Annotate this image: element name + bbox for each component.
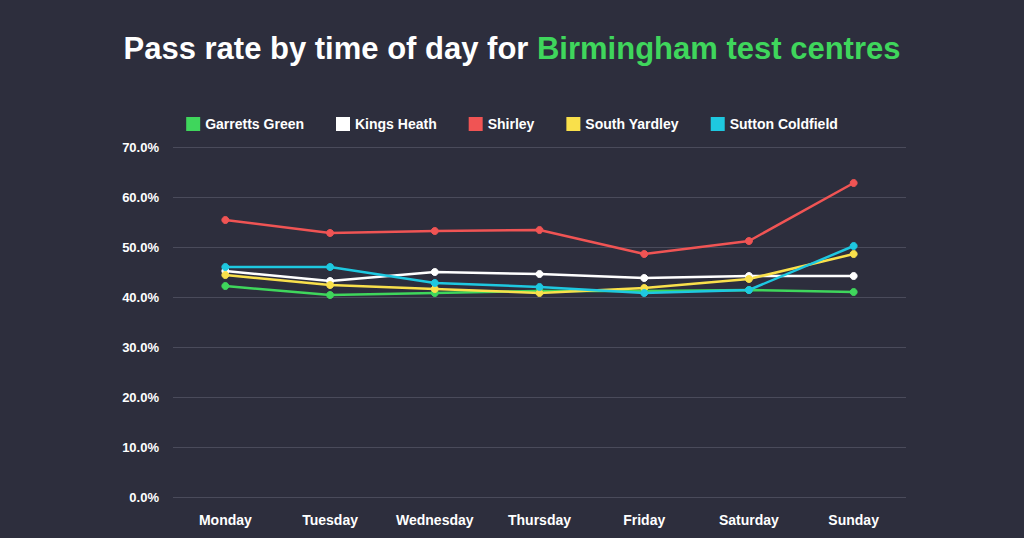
svg-text:50.0%: 50.0% xyxy=(122,240,159,255)
svg-text:0.0%: 0.0% xyxy=(129,490,159,505)
svg-text:Kings Heath: Kings Heath xyxy=(355,116,437,132)
svg-text:Friday: Friday xyxy=(623,512,665,528)
svg-text:Wednesday: Wednesday xyxy=(396,512,474,528)
svg-text:30.0%: 30.0% xyxy=(122,340,159,355)
svg-text:Thursday: Thursday xyxy=(508,512,571,528)
svg-text:Sutton Coldfield: Sutton Coldfield xyxy=(730,116,838,132)
svg-text:Birmingham test centres: Birmingham test centres xyxy=(537,31,901,66)
svg-text:South Yardley: South Yardley xyxy=(585,116,678,132)
svg-text:Monday: Monday xyxy=(199,512,252,528)
svg-text:Tuesday: Tuesday xyxy=(302,512,358,528)
svg-text:10.0%: 10.0% xyxy=(122,440,159,455)
svg-text:Pass rate by time of day for: Pass rate by time of day for xyxy=(124,31,537,66)
svg-text:Sunday: Sunday xyxy=(828,512,879,528)
svg-text:Shirley: Shirley xyxy=(488,116,535,132)
svg-text:Saturday: Saturday xyxy=(719,512,779,528)
svg-text:70.0%: 70.0% xyxy=(122,140,159,155)
svg-text:40.0%: 40.0% xyxy=(122,290,159,305)
svg-text:Garretts Green: Garretts Green xyxy=(205,116,304,132)
svg-text:60.0%: 60.0% xyxy=(122,190,159,205)
svg-text:20.0%: 20.0% xyxy=(122,390,159,405)
